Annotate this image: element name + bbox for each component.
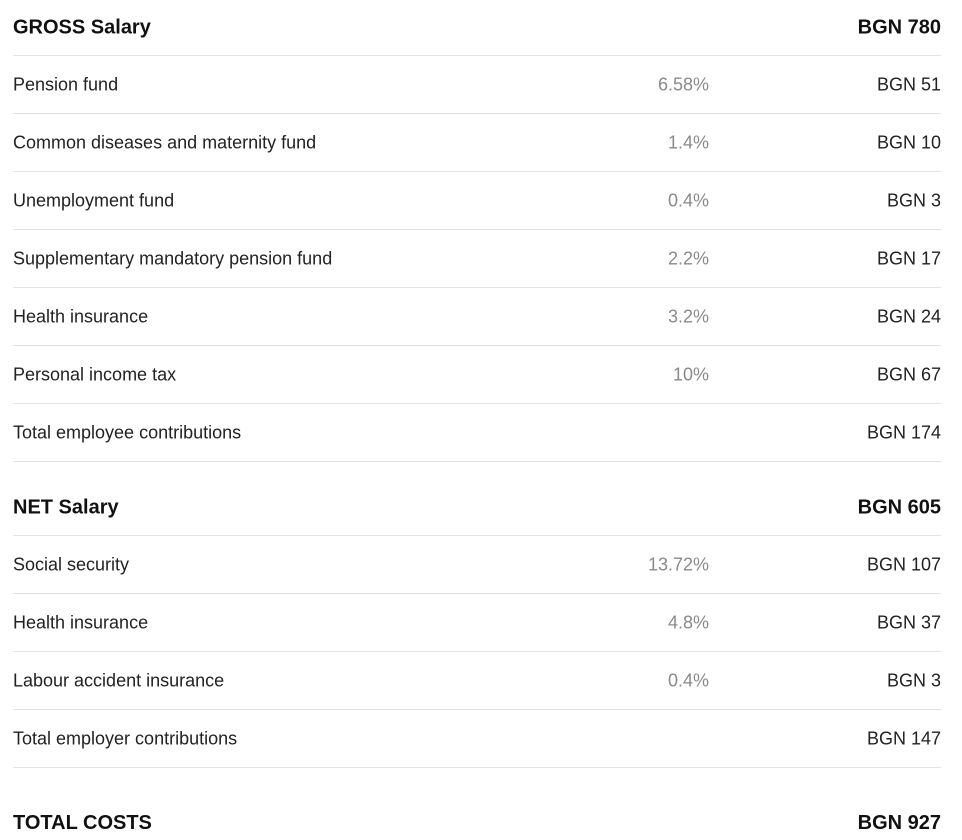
- row-label: Health insurance: [13, 306, 149, 326]
- employee-row-pension-fund: Pension fund 6.58% BGN 51: [13, 56, 941, 114]
- employer-total-label: Total employer contributions: [13, 728, 238, 748]
- total-costs-amount: BGN 927: [857, 812, 941, 834]
- row-label: Unemployment fund: [13, 190, 175, 210]
- total-costs-label: TOTAL COSTS: [13, 812, 152, 834]
- employee-row-supplementary-pension: Supplementary mandatory pension fund 2.2…: [13, 230, 941, 288]
- row-amount: BGN 10: [876, 132, 941, 152]
- section-spacer: [13, 462, 941, 480]
- employee-row-health-insurance: Health insurance 3.2% BGN 24: [13, 288, 941, 346]
- row-label: Pension fund: [13, 74, 119, 94]
- gross-salary-amount: BGN 780: [857, 16, 941, 38]
- row-amount: BGN 24: [876, 306, 941, 326]
- employee-total-amount: BGN 174: [866, 422, 941, 442]
- employee-row-unemployment-fund: Unemployment fund 0.4% BGN 3: [13, 172, 941, 230]
- net-salary-row: NET Salary BGN 605: [13, 480, 941, 536]
- net-salary-label: NET Salary: [13, 496, 119, 518]
- employer-row-labour-accident: Labour accident insurance 0.4% BGN 3: [13, 652, 941, 710]
- employee-row-common-diseases: Common diseases and maternity fund 1.4% …: [13, 114, 941, 172]
- total-costs-row: TOTAL COSTS BGN 927: [13, 768, 941, 840]
- salary-breakdown-table: GROSS Salary BGN 780 Pension fund 6.58% …: [13, 0, 941, 840]
- row-amount: BGN 107: [866, 554, 941, 574]
- row-rate: 4.8%: [667, 612, 709, 632]
- row-rate: 0.4%: [667, 670, 709, 690]
- employee-total-label: Total employee contributions: [13, 422, 242, 442]
- row-label: Labour accident insurance: [13, 670, 225, 690]
- row-label: Common diseases and maternity fund: [13, 132, 317, 152]
- row-rate: 2.2%: [667, 248, 709, 268]
- employer-total-amount: BGN 147: [866, 728, 941, 748]
- gross-salary-label: GROSS Salary: [13, 16, 151, 38]
- employer-row-social-security: Social security 13.72% BGN 107: [13, 536, 941, 594]
- employee-total-row: Total employee contributions BGN 174: [13, 404, 941, 462]
- row-rate: 1.4%: [667, 132, 709, 152]
- row-label: Supplementary mandatory pension fund: [13, 248, 333, 268]
- row-rate: 10%: [672, 364, 709, 384]
- row-amount: BGN 17: [876, 248, 941, 268]
- row-label: Personal income tax: [13, 364, 177, 384]
- net-salary-amount: BGN 605: [857, 496, 941, 518]
- employer-row-health-insurance: Health insurance 4.8% BGN 37: [13, 594, 941, 652]
- row-amount: BGN 3: [886, 190, 941, 210]
- row-label: Health insurance: [13, 612, 149, 632]
- row-amount: BGN 51: [876, 74, 941, 94]
- employer-total-row: Total employer contributions BGN 147: [13, 710, 941, 768]
- row-amount: BGN 3: [886, 670, 941, 690]
- gross-salary-row: GROSS Salary BGN 780: [13, 0, 941, 56]
- row-rate: 6.58%: [657, 74, 709, 94]
- row-rate: 13.72%: [647, 554, 709, 574]
- row-rate: 3.2%: [667, 306, 709, 326]
- row-amount: BGN 67: [876, 364, 941, 384]
- row-amount: BGN 37: [876, 612, 941, 632]
- employee-row-personal-income-tax: Personal income tax 10% BGN 67: [13, 346, 941, 404]
- row-label: Social security: [13, 554, 130, 574]
- row-rate: 0.4%: [667, 190, 709, 210]
